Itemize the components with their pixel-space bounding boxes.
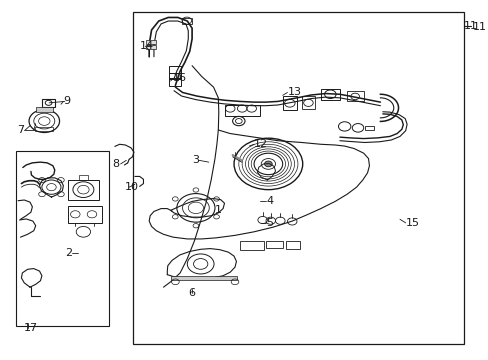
Bar <box>68 180 99 200</box>
Text: 9: 9 <box>63 96 70 107</box>
Bar <box>79 175 88 180</box>
Text: 3: 3 <box>192 156 199 165</box>
Bar <box>146 40 156 44</box>
Bar <box>224 105 260 116</box>
Text: 6: 6 <box>188 288 195 297</box>
Text: 4: 4 <box>265 197 273 206</box>
Text: 7: 7 <box>17 125 24 135</box>
Bar <box>35 127 53 131</box>
Bar <box>16 152 108 327</box>
Bar <box>42 99 55 107</box>
Text: 16: 16 <box>173 73 186 83</box>
Bar <box>146 45 156 49</box>
Text: 12: 12 <box>254 139 267 149</box>
Bar <box>36 107 53 112</box>
Bar <box>320 89 339 100</box>
Bar <box>364 126 373 130</box>
Bar <box>181 18 192 23</box>
Text: 5: 5 <box>265 218 272 228</box>
Bar <box>282 96 296 111</box>
Bar <box>170 276 237 280</box>
Text: 2: 2 <box>65 248 72 258</box>
Bar <box>346 91 363 102</box>
Text: 1: 1 <box>214 205 222 215</box>
Text: 11: 11 <box>471 22 486 32</box>
Text: 10: 10 <box>124 182 138 192</box>
Bar <box>285 242 299 249</box>
Text: 17: 17 <box>24 323 39 333</box>
Text: 15: 15 <box>405 218 419 228</box>
Bar <box>169 78 181 86</box>
Circle shape <box>264 161 272 167</box>
Text: 14: 14 <box>140 41 153 51</box>
Bar <box>132 12 463 344</box>
Bar <box>169 66 181 73</box>
Bar <box>169 73 181 79</box>
Bar <box>301 96 314 109</box>
Bar <box>265 241 282 248</box>
Bar <box>68 206 102 223</box>
Text: 13: 13 <box>287 87 301 98</box>
Bar <box>239 241 263 249</box>
Text: 8: 8 <box>112 159 120 169</box>
Text: 11: 11 <box>463 21 477 31</box>
